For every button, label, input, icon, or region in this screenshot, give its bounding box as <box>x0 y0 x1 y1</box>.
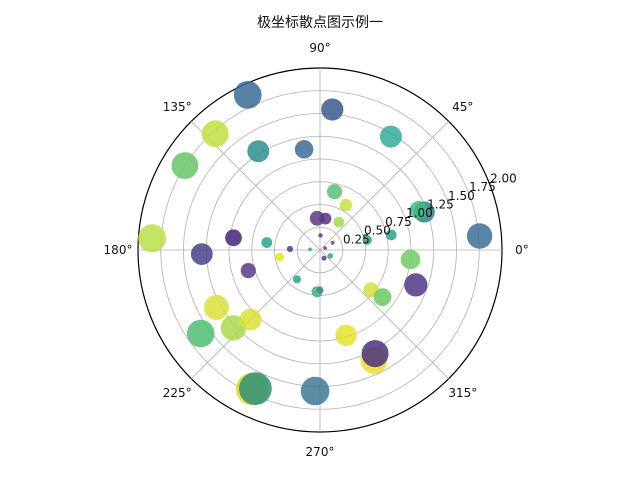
scatter-point <box>309 210 325 226</box>
theta-grid-line <box>319 121 449 251</box>
scatter-point <box>239 308 262 331</box>
theta-tick-label: 0° <box>515 243 529 257</box>
theta-tick-label: 135° <box>163 100 192 114</box>
scatter-point <box>339 198 353 212</box>
scatter-point <box>220 315 247 341</box>
scatter-point <box>286 245 294 253</box>
scatter-point <box>275 252 285 262</box>
scatter-point <box>404 273 428 297</box>
theta-tick-label: 90° <box>309 41 330 55</box>
chart-title: 极坐标散点图示例一 <box>257 15 383 31</box>
scatter-point <box>409 201 428 220</box>
r-tick-label: 1.75 <box>469 180 496 194</box>
scatter-point <box>318 233 323 238</box>
r-tick-label: 1.50 <box>448 189 475 203</box>
scatter-point <box>201 120 229 148</box>
scatter-point <box>316 286 324 294</box>
scatter-point <box>308 247 312 252</box>
theta-tick-label: 315° <box>448 386 477 400</box>
r-tick-label: 1.25 <box>427 198 454 212</box>
scatter-point <box>239 372 272 405</box>
scatter-point <box>361 340 389 368</box>
scatter-point <box>293 275 301 284</box>
scatter-point <box>247 140 270 163</box>
theta-tick-label: 180° <box>104 243 133 257</box>
scatter-point <box>379 125 402 148</box>
scatter-point <box>204 294 229 320</box>
scatter-point <box>373 288 392 306</box>
theta-tick-label: 225° <box>163 386 192 400</box>
scatter-point <box>466 223 493 249</box>
scatter-point <box>362 235 372 245</box>
scatter-point <box>330 240 335 245</box>
scatter-point <box>385 229 397 241</box>
scatter-point <box>186 319 215 348</box>
scatter-point <box>326 184 343 200</box>
r-tick-label: 2.00 <box>490 171 517 185</box>
scatter-point <box>294 140 314 159</box>
scatter-point <box>323 246 327 250</box>
r-tick-label: 1.00 <box>406 206 433 220</box>
theta-tick-label: 270° <box>306 445 335 459</box>
scatter-point <box>138 224 167 253</box>
scatter-point <box>190 243 213 265</box>
scatter-point <box>233 81 262 109</box>
r-tick-label: 0.75 <box>385 215 412 229</box>
scatter-point <box>240 263 256 279</box>
scatter-point <box>300 376 330 406</box>
scatter-point <box>335 324 357 346</box>
theta-grid-line <box>319 249 449 379</box>
r-tick-label: 0.50 <box>364 224 391 238</box>
scatter-point <box>171 152 199 180</box>
scatter-point <box>261 237 273 248</box>
scatter-point <box>321 255 327 261</box>
theta-tick-label: 45° <box>452 100 473 114</box>
scatter-point <box>225 229 242 247</box>
scatter-point <box>400 249 421 270</box>
scatter-points <box>138 81 493 406</box>
axis-labels: 0° 45° 90° 135° 180° 225° 270° 315° 0.250.500.75… <box>104 41 529 459</box>
r-tick-label: 0.25 <box>343 232 370 246</box>
scatter-point <box>333 216 345 228</box>
scatter-point <box>327 253 334 259</box>
scatter-point <box>321 98 344 121</box>
